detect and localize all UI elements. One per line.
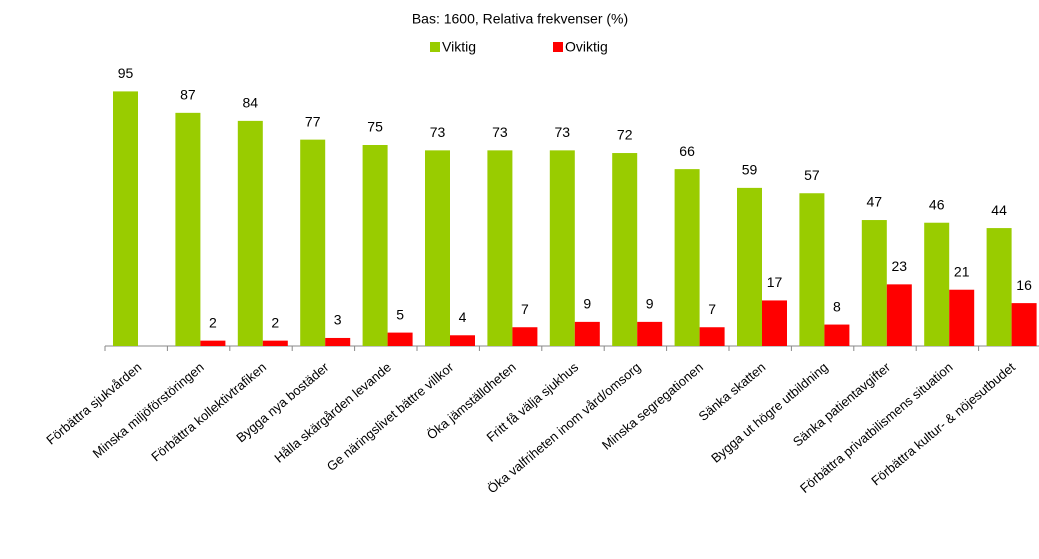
- data-label: 9: [646, 296, 654, 312]
- bar: [113, 91, 138, 347]
- data-label: 3: [334, 312, 342, 328]
- data-label: 2: [271, 314, 279, 330]
- bar: [699, 327, 725, 346]
- bar: [300, 139, 326, 346]
- bar: [512, 327, 538, 346]
- bar: [924, 222, 950, 346]
- bar: [387, 332, 413, 346]
- bar: [762, 300, 787, 346]
- data-label: 46: [929, 196, 945, 212]
- data-label: 2: [209, 314, 217, 330]
- bar: [861, 220, 887, 346]
- bar: [175, 112, 201, 346]
- bar: [237, 120, 263, 346]
- data-label: 21: [954, 263, 970, 279]
- data-label: 5: [396, 306, 404, 322]
- data-label: 57: [804, 167, 820, 183]
- bar: [425, 150, 450, 346]
- bar: [612, 153, 638, 346]
- bar: [262, 340, 288, 346]
- bar: [325, 337, 351, 346]
- data-label: 17: [767, 274, 783, 290]
- data-label: 73: [430, 124, 446, 140]
- data-label: 7: [521, 301, 529, 317]
- data-label: 47: [867, 194, 883, 210]
- data-label: 8: [833, 298, 841, 314]
- bar: [737, 187, 762, 346]
- data-label: 7: [708, 301, 716, 317]
- bar: [799, 193, 825, 346]
- bar: [200, 340, 226, 346]
- chart-title: Bas: 1600, Relativa frekvenser (%): [412, 11, 628, 27]
- x-tick-label: Ge näringslivet bättre villkor: [324, 359, 457, 474]
- legend-swatch: [430, 42, 440, 52]
- data-label: 44: [991, 202, 1007, 218]
- data-label: 84: [243, 95, 259, 111]
- x-tick-label: Minska segregationen: [599, 359, 706, 452]
- bar: [362, 145, 388, 346]
- data-label: 59: [742, 162, 758, 178]
- bar: [487, 150, 513, 346]
- data-label: 16: [1016, 277, 1032, 293]
- data-label: 75: [367, 119, 383, 135]
- data-label: 73: [492, 124, 508, 140]
- bar: [1011, 303, 1037, 346]
- bar: [674, 169, 700, 346]
- bar: [949, 289, 975, 346]
- bar: [637, 321, 663, 346]
- data-label: 23: [892, 258, 908, 274]
- data-label: 73: [555, 124, 571, 140]
- data-label: 66: [679, 143, 695, 159]
- x-tick-label: Minska miljöförstöringen: [90, 359, 207, 461]
- x-tick-label: Bygga ut högre utbildning: [708, 359, 831, 465]
- data-label: 72: [617, 127, 633, 143]
- legend-label: Oviktig: [565, 39, 608, 55]
- bar: [549, 150, 575, 346]
- data-label: 4: [459, 309, 467, 325]
- bar: [986, 228, 1012, 346]
- data-label: 95: [118, 65, 134, 81]
- bar: [450, 335, 475, 346]
- bar: [574, 321, 600, 346]
- x-tick-label: Hålla skärgården levande: [271, 359, 394, 465]
- data-label: 87: [180, 87, 196, 103]
- bar: [824, 324, 850, 346]
- data-label: 9: [583, 296, 591, 312]
- legend-swatch: [553, 42, 563, 52]
- x-tick-label: Förbättra kollektivtrafiken: [148, 359, 269, 464]
- legend-label: Viktig: [442, 39, 476, 55]
- data-label: 77: [305, 113, 321, 129]
- bar: [886, 284, 912, 346]
